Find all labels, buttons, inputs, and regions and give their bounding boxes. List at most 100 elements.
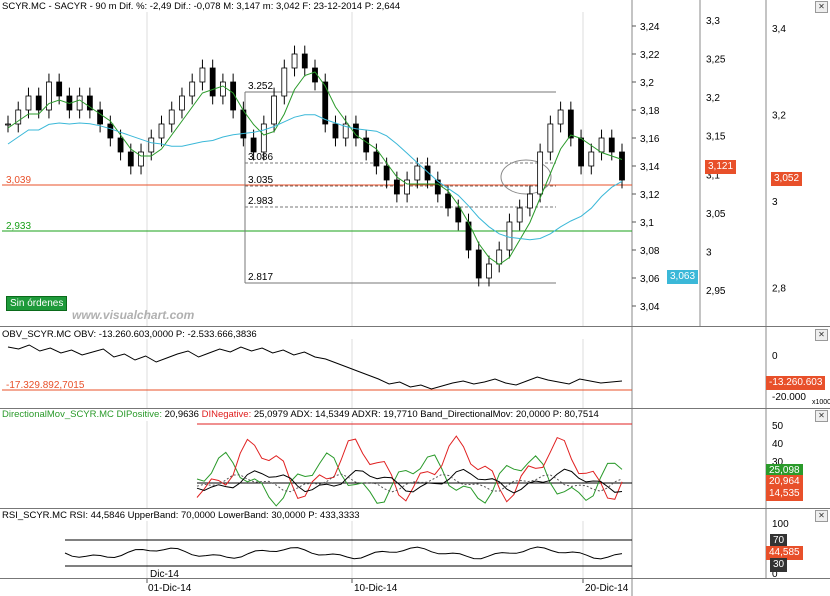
rsi-pane: RSI_SCYR.MC RSI: 44,5846 UpperBand: 70,0…: [0, 508, 830, 579]
dmi-header: DirectionalMov_SCYR.MC DIPositive: 20,96…: [2, 409, 599, 420]
candle-up: [506, 221, 513, 251]
obv-line: [7, 344, 623, 390]
price-axis-label: 3,16: [640, 134, 660, 145]
candle-up: [271, 95, 277, 125]
candle-up: [414, 165, 421, 181]
main-price-svg: 3,24 3,22 3,2 3,18 3,16 3,14 3,12 3,1 3,08 3,06 3,…: [2, 0, 786, 326]
axis3-label: 3,2: [772, 110, 786, 121]
x-axis-label: 01-Dic-14: [148, 583, 192, 594]
candle-up: [25, 95, 32, 111]
candle-down: [475, 249, 482, 279]
axis2-label: 3,2: [706, 93, 720, 104]
rsi-badge-value: 44,585: [766, 546, 803, 560]
di-positive-line: [196, 451, 623, 507]
candle-up: [404, 179, 411, 195]
price-axis-label: 3,06: [640, 274, 660, 285]
dmi-badge-dipos: 20,964: [766, 475, 803, 489]
candle-down: [322, 81, 329, 125]
x-axis: 01-Dic-14 10-Dic-14 20-Dic-14: [0, 578, 830, 596]
dmi-badge-dineg: 25,098: [766, 464, 803, 478]
price-axis-label: 3,2: [640, 78, 654, 89]
dmi-header-part: 20,9636: [164, 409, 202, 420]
green-moving-average: [7, 71, 623, 266]
price-axis-label: 3,22: [640, 50, 660, 61]
candle-down: [455, 207, 462, 223]
axis2-label: 3,3: [706, 16, 720, 27]
candle-up: [547, 123, 554, 153]
obv-pane: OBV_SCYR.MC OBV: -13.260.603,0000 P: -2.…: [0, 326, 830, 409]
price-axis-label: 3,08: [640, 246, 660, 257]
candle-up: [342, 123, 349, 139]
x-axis-month-label: Dic-14: [150, 569, 179, 579]
hline-orange-label: 3,039: [6, 175, 31, 186]
blue-moving-average: [7, 114, 623, 241]
x-axis-svg: 01-Dic-14 10-Dic-14 20-Dic-14: [146, 579, 633, 596]
candle-up: [199, 67, 206, 83]
candle-down: [230, 81, 237, 111]
rsi-axis-label: 0: [772, 569, 778, 579]
dmi-svg: 5040302010: [146, 409, 784, 509]
candle-up: [516, 207, 523, 223]
main-chart-pane: SCYR.MC - SACYR - 90 m Dif. %: -2,49 Dif…: [0, 0, 830, 326]
candle-down: [373, 151, 380, 167]
x-axis-label: 10-Dic-14: [354, 583, 398, 594]
rsi-close-icon[interactable]: ✕: [815, 510, 828, 522]
candle-down: [117, 137, 124, 153]
axis2-label: 3,05: [706, 209, 726, 220]
candle-up: [179, 95, 185, 111]
fib-label: 3.035: [248, 175, 273, 186]
dmi-axis-label: 40: [772, 439, 784, 450]
candle-down: [619, 151, 625, 181]
candle-up: [219, 81, 226, 97]
price-axis-label: 3,24: [640, 22, 660, 33]
axis3-label: 3,4: [772, 24, 786, 35]
candle-up: [598, 137, 605, 153]
close-icon[interactable]: ✕: [815, 1, 828, 13]
candle-down: [301, 53, 308, 69]
obv-badge: -13.260.603: [766, 376, 826, 390]
price-axis-label: 3,12: [640, 190, 660, 201]
candle-up: [76, 95, 83, 111]
candle-down: [393, 179, 400, 195]
obv-close-icon[interactable]: ✕: [815, 329, 828, 341]
candle-up: [158, 123, 165, 139]
candle-down: [578, 137, 584, 167]
candle-down: [434, 179, 441, 195]
axis2-label: 3,15: [706, 132, 726, 143]
candle-up: [537, 151, 544, 195]
axis3-price-badge: 3,052: [771, 172, 803, 186]
price-axis-label: 3,18: [640, 106, 660, 117]
price-axis-label: 3,14: [640, 162, 660, 173]
candle-up: [138, 151, 144, 167]
adxr-line: [196, 473, 623, 493]
rsi-badge-upper: 70: [770, 534, 788, 548]
candle-up: [5, 123, 11, 126]
dmi-close-icon[interactable]: ✕: [815, 410, 828, 422]
rsi-svg: 100500Dic-14: [64, 509, 789, 579]
rsi-header: RSI_SCYR.MC RSI: 44,5846 UpperBand: 70,0…: [2, 510, 360, 521]
candle-down: [363, 137, 370, 153]
adx-line: [196, 468, 623, 494]
obv-axis-label: 0: [772, 351, 778, 362]
axis2-label: 3,25: [706, 55, 726, 66]
candle-down: [86, 95, 93, 111]
candle-down: [107, 123, 114, 139]
obv-svg: 0 -20.000 -17.329.892,7015: [2, 327, 806, 409]
axis2-label: 3: [706, 247, 712, 258]
obv-axis-label: -20.000: [772, 392, 806, 403]
axis3-label: 3: [772, 197, 778, 208]
candle-down: [608, 137, 615, 153]
axis2-label: 2,95: [706, 286, 726, 297]
dmi-badge-adx: 14,535: [766, 487, 803, 501]
dmi-axis-label: 50: [772, 421, 784, 432]
rsi-line: [64, 546, 623, 560]
sin-ordenes-badge: Sin órdenes: [6, 296, 68, 311]
candle-down: [56, 81, 63, 97]
candle-up: [168, 109, 175, 125]
candle-down: [332, 123, 339, 139]
candle-down: [445, 193, 451, 209]
fib-label: 3.086: [248, 152, 273, 163]
hline-green-label: 2,933: [6, 221, 31, 232]
candle-up: [148, 137, 155, 153]
dmi-axis-label: 30: [772, 457, 784, 468]
